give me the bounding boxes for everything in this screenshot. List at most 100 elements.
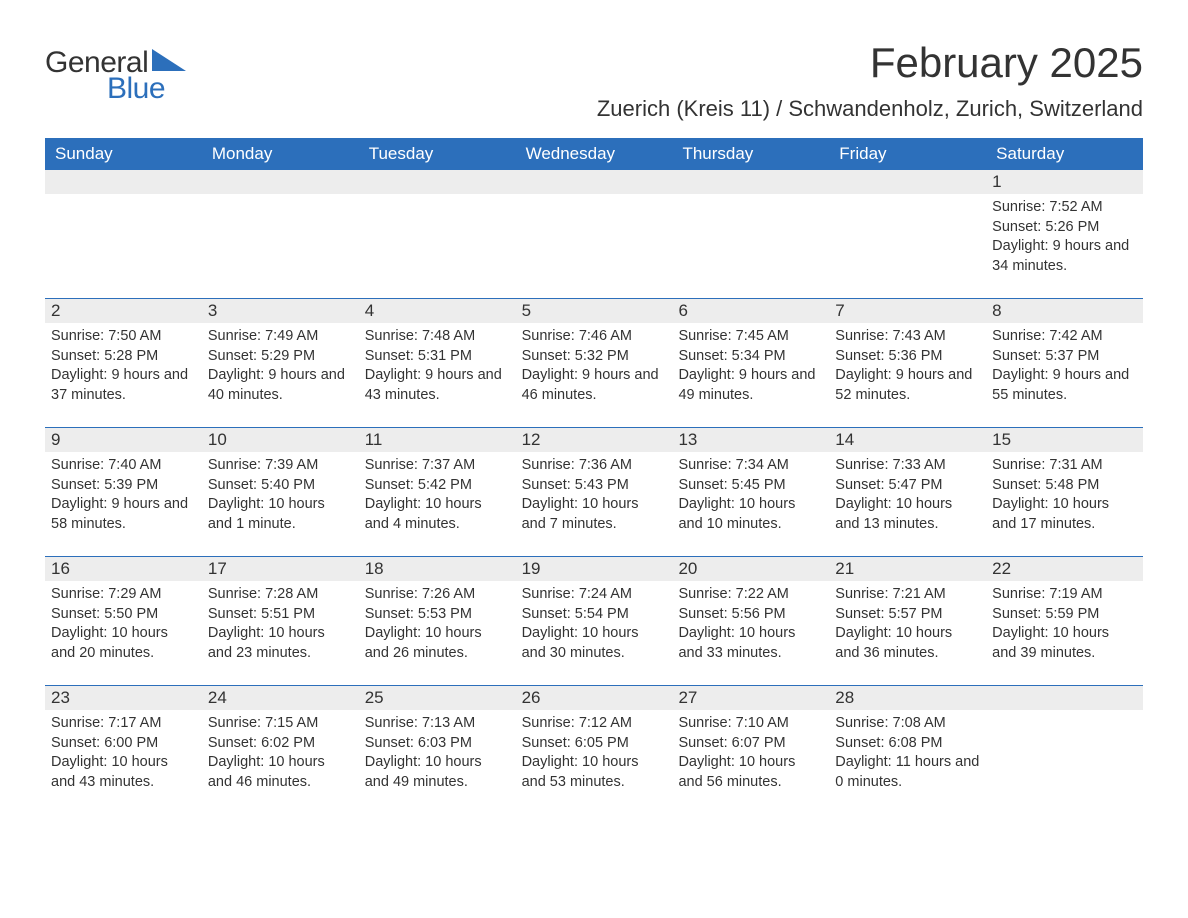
- day-header-sun: Sunday: [45, 138, 202, 170]
- sunrise-value: 7:37 AM: [422, 457, 475, 473]
- day-content: Sunrise: 7:49 AMSunset: 5:29 PMDaylight:…: [202, 323, 359, 413]
- day-number: 11: [359, 428, 516, 452]
- daylight-line: Daylight: 9 hours and 40 minutes.: [208, 366, 353, 405]
- day-number: 10: [202, 428, 359, 452]
- sunrise-line: Sunrise: 7:36 AM: [522, 456, 667, 476]
- sunset-value: 5:48 PM: [1045, 477, 1099, 493]
- logo: General Blue: [45, 40, 186, 106]
- sunset-line: Sunset: 5:42 PM: [365, 476, 510, 496]
- day-number: [672, 170, 829, 194]
- day-content: Sunrise: 7:13 AMSunset: 6:03 PMDaylight:…: [359, 710, 516, 800]
- sunset-line: Sunset: 5:39 PM: [51, 476, 196, 496]
- day-content: Sunrise: 7:12 AMSunset: 6:05 PMDaylight:…: [516, 710, 673, 800]
- header: General Blue February 2025 Zuerich (Krei…: [45, 40, 1143, 134]
- sunset-value: 5:51 PM: [261, 606, 315, 622]
- sunset-line: Sunset: 5:36 PM: [835, 347, 980, 367]
- sunset-line: Sunset: 5:59 PM: [992, 605, 1137, 625]
- sunrise-value: 7:48 AM: [422, 328, 475, 344]
- day-header-sat: Saturday: [986, 138, 1143, 170]
- calendar-body: 1Sunrise: 7:52 AMSunset: 5:26 PMDaylight…: [45, 170, 1143, 814]
- sunrise-line: Sunrise: 7:19 AM: [992, 585, 1137, 605]
- day-header-row: Sunday Monday Tuesday Wednesday Thursday…: [45, 138, 1143, 170]
- day-content: Sunrise: 7:40 AMSunset: 5:39 PMDaylight:…: [45, 452, 202, 542]
- daylight-line: Daylight: 9 hours and 34 minutes.: [992, 237, 1137, 276]
- sunset-line: Sunset: 6:07 PM: [678, 734, 823, 754]
- logo-text-blue: Blue: [107, 72, 165, 106]
- day-content: Sunrise: 7:08 AMSunset: 6:08 PMDaylight:…: [829, 710, 986, 800]
- sunset-value: 5:59 PM: [1045, 606, 1099, 622]
- sunrise-value: 7:19 AM: [1049, 586, 1102, 602]
- sunset-line: Sunset: 5:51 PM: [208, 605, 353, 625]
- daylight-line: Daylight: 9 hours and 43 minutes.: [365, 366, 510, 405]
- day-number: 3: [202, 299, 359, 323]
- day-cell: 19Sunrise: 7:24 AMSunset: 5:54 PMDayligh…: [516, 557, 673, 685]
- sunset-line: Sunset: 5:29 PM: [208, 347, 353, 367]
- day-number: 28: [829, 686, 986, 710]
- day-cell: 28Sunrise: 7:08 AMSunset: 6:08 PMDayligh…: [829, 686, 986, 814]
- sunset-line: Sunset: 5:45 PM: [678, 476, 823, 496]
- sunrise-line: Sunrise: 7:33 AM: [835, 456, 980, 476]
- sunset-value: 5:42 PM: [418, 477, 472, 493]
- day-content: Sunrise: 7:21 AMSunset: 5:57 PMDaylight:…: [829, 581, 986, 671]
- day-cell: 8Sunrise: 7:42 AMSunset: 5:37 PMDaylight…: [986, 299, 1143, 427]
- daylight-line: Daylight: 10 hours and 17 minutes.: [992, 495, 1137, 534]
- daylight-line: Daylight: 9 hours and 37 minutes.: [51, 366, 196, 405]
- day-number: [516, 170, 673, 194]
- day-cell: [516, 170, 673, 298]
- daylight-line: Daylight: 10 hours and 20 minutes.: [51, 624, 196, 663]
- week-row: 23Sunrise: 7:17 AMSunset: 6:00 PMDayligh…: [45, 685, 1143, 814]
- sunrise-line: Sunrise: 7:10 AM: [678, 714, 823, 734]
- daylight-line: Daylight: 9 hours and 58 minutes.: [51, 495, 196, 534]
- day-cell: 1Sunrise: 7:52 AMSunset: 5:26 PMDaylight…: [986, 170, 1143, 298]
- daylight-line: Daylight: 10 hours and 10 minutes.: [678, 495, 823, 534]
- sunrise-line: Sunrise: 7:22 AM: [678, 585, 823, 605]
- sunrise-value: 7:42 AM: [1049, 328, 1102, 344]
- sunrise-line: Sunrise: 7:21 AM: [835, 585, 980, 605]
- sunset-value: 5:45 PM: [732, 477, 786, 493]
- sunrise-value: 7:46 AM: [579, 328, 632, 344]
- week-row: 2Sunrise: 7:50 AMSunset: 5:28 PMDaylight…: [45, 298, 1143, 427]
- sunset-value: 5:43 PM: [575, 477, 629, 493]
- day-number: 22: [986, 557, 1143, 581]
- day-number: [359, 170, 516, 194]
- day-cell: 24Sunrise: 7:15 AMSunset: 6:02 PMDayligh…: [202, 686, 359, 814]
- sunrise-line: Sunrise: 7:17 AM: [51, 714, 196, 734]
- sunset-line: Sunset: 5:32 PM: [522, 347, 667, 367]
- day-number: 8: [986, 299, 1143, 323]
- day-content: Sunrise: 7:31 AMSunset: 5:48 PMDaylight:…: [986, 452, 1143, 542]
- day-content: Sunrise: 7:52 AMSunset: 5:26 PMDaylight:…: [986, 194, 1143, 284]
- day-cell: 27Sunrise: 7:10 AMSunset: 6:07 PMDayligh…: [672, 686, 829, 814]
- day-cell: 26Sunrise: 7:12 AMSunset: 6:05 PMDayligh…: [516, 686, 673, 814]
- day-header-mon: Monday: [202, 138, 359, 170]
- sunset-value: 5:31 PM: [418, 348, 472, 364]
- day-content: Sunrise: 7:36 AMSunset: 5:43 PMDaylight:…: [516, 452, 673, 542]
- day-header-wed: Wednesday: [516, 138, 673, 170]
- sunrise-value: 7:36 AM: [579, 457, 632, 473]
- day-cell: 17Sunrise: 7:28 AMSunset: 5:51 PMDayligh…: [202, 557, 359, 685]
- day-content: Sunrise: 7:46 AMSunset: 5:32 PMDaylight:…: [516, 323, 673, 413]
- daylight-line: Daylight: 10 hours and 26 minutes.: [365, 624, 510, 663]
- daylight-line: Daylight: 10 hours and 53 minutes.: [522, 753, 667, 792]
- sunset-value: 5:36 PM: [889, 348, 943, 364]
- day-content: Sunrise: 7:17 AMSunset: 6:00 PMDaylight:…: [45, 710, 202, 800]
- daylight-line: Daylight: 10 hours and 39 minutes.: [992, 624, 1137, 663]
- sunrise-value: 7:22 AM: [736, 586, 789, 602]
- daylight-line: Daylight: 10 hours and 1 minute.: [208, 495, 353, 534]
- daylight-line: Daylight: 11 hours and 0 minutes.: [835, 753, 980, 792]
- sunrise-line: Sunrise: 7:24 AM: [522, 585, 667, 605]
- day-cell: 12Sunrise: 7:36 AMSunset: 5:43 PMDayligh…: [516, 428, 673, 556]
- day-cell: 3Sunrise: 7:49 AMSunset: 5:29 PMDaylight…: [202, 299, 359, 427]
- day-cell: [202, 170, 359, 298]
- sunrise-line: Sunrise: 7:40 AM: [51, 456, 196, 476]
- title-block: February 2025 Zuerich (Kreis 11) / Schwa…: [597, 40, 1143, 134]
- day-content: Sunrise: 7:10 AMSunset: 6:07 PMDaylight:…: [672, 710, 829, 800]
- day-content: Sunrise: 7:50 AMSunset: 5:28 PMDaylight:…: [45, 323, 202, 413]
- sunrise-value: 7:34 AM: [736, 457, 789, 473]
- sunset-line: Sunset: 5:50 PM: [51, 605, 196, 625]
- day-number: 4: [359, 299, 516, 323]
- sunrise-line: Sunrise: 7:28 AM: [208, 585, 353, 605]
- day-number: 7: [829, 299, 986, 323]
- daylight-line: Daylight: 9 hours and 49 minutes.: [678, 366, 823, 405]
- sunset-value: 5:57 PM: [889, 606, 943, 622]
- day-cell: 25Sunrise: 7:13 AMSunset: 6:03 PMDayligh…: [359, 686, 516, 814]
